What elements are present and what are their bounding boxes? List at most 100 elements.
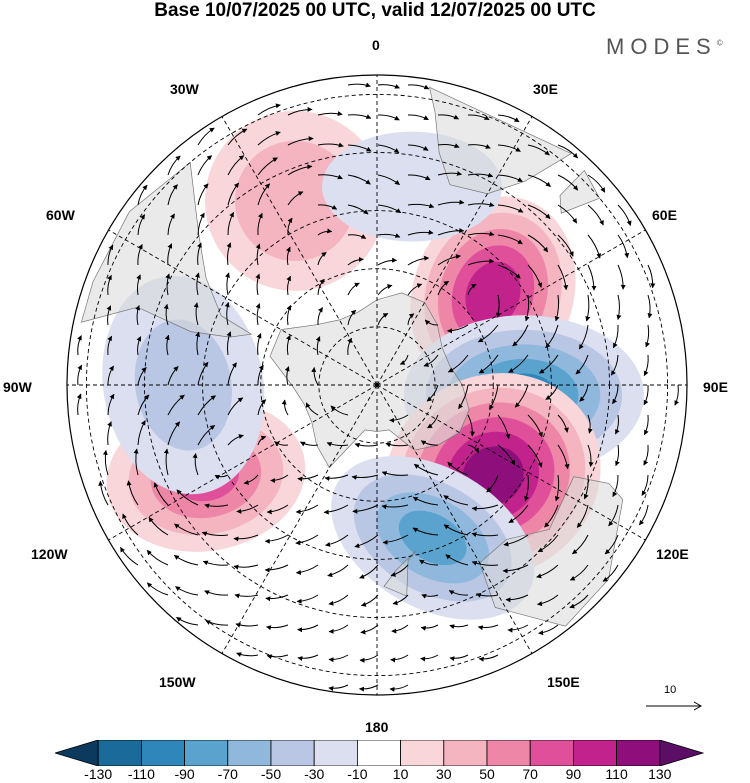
page-title: Base 10/07/2025 00 UTC, valid 12/07/2025… xyxy=(154,0,596,21)
wind-vector xyxy=(227,155,245,176)
wind-vector xyxy=(407,174,431,181)
wind-vector xyxy=(447,324,469,334)
wind-vector xyxy=(537,594,559,607)
wind-vector xyxy=(536,564,559,579)
latitude-circle xyxy=(202,210,552,560)
wind-vector xyxy=(360,624,379,635)
colorbar-tick-label: 50 xyxy=(479,766,495,782)
wind-vector xyxy=(426,384,439,402)
wind-vector xyxy=(266,654,289,660)
wind-vector xyxy=(557,234,574,257)
wind-vector xyxy=(167,421,181,446)
wind-vector xyxy=(359,564,379,579)
wind-vector xyxy=(497,234,523,245)
wind-vector xyxy=(407,229,434,236)
wind-vector xyxy=(227,397,244,416)
wind-vector xyxy=(437,170,462,176)
wind-vector xyxy=(136,274,141,296)
wind-vector xyxy=(571,534,589,555)
colorbar-tick-label: -130 xyxy=(84,766,113,782)
polar-map xyxy=(66,74,688,696)
wind-vector xyxy=(173,554,199,566)
colorbar-tick-label: -70 xyxy=(217,766,238,782)
wind-vector xyxy=(257,364,264,386)
colorbar-tick-label: 70 xyxy=(522,766,538,782)
map-border xyxy=(66,74,688,696)
wind-vector xyxy=(467,258,495,266)
wind-vector xyxy=(477,624,499,631)
wind-vector xyxy=(359,684,379,692)
wind-vector xyxy=(587,264,597,291)
wind-vector xyxy=(236,652,259,658)
wind-vector xyxy=(295,564,319,575)
wind-vector xyxy=(287,191,304,206)
wind-vector xyxy=(77,335,82,356)
wind-vector xyxy=(647,264,656,289)
wind-vector xyxy=(176,489,199,506)
wind-vector xyxy=(524,294,530,322)
colorbar-tick-label: 130 xyxy=(648,766,672,782)
wind-vector xyxy=(197,183,209,206)
wind-vector xyxy=(126,480,139,506)
wind-vector xyxy=(610,354,619,376)
wind-vector xyxy=(538,624,559,636)
wind-vector xyxy=(587,204,604,226)
wind-vector xyxy=(347,114,372,119)
wind-vector xyxy=(420,624,439,631)
wind-vector xyxy=(347,82,371,88)
wind-vector xyxy=(407,313,415,326)
wind-vector xyxy=(137,420,146,446)
wind-vector xyxy=(377,144,400,154)
wind-vector xyxy=(427,414,439,429)
wind-vector xyxy=(107,244,114,266)
wind-vector xyxy=(497,264,521,279)
wind-vector xyxy=(527,144,550,156)
wind-vector xyxy=(505,594,529,603)
wind-vector xyxy=(352,504,379,514)
meridian-line xyxy=(376,116,533,386)
wind-vector xyxy=(328,654,349,663)
wind-vector xyxy=(643,444,649,466)
wind-vector xyxy=(347,174,371,185)
colorbar-swatch xyxy=(616,740,661,766)
wind-vector xyxy=(193,302,199,326)
wind-vector xyxy=(643,384,649,406)
colorbar-tick-label: -10 xyxy=(347,766,368,782)
wind-vector xyxy=(311,367,319,386)
wind-vector xyxy=(377,284,393,296)
brand-name: MODES xyxy=(606,34,717,59)
wind-vector xyxy=(227,434,244,446)
wind-vector xyxy=(255,303,261,326)
meridian-line xyxy=(376,384,533,654)
wind-vector xyxy=(286,275,291,296)
wind-vector xyxy=(315,336,321,356)
wind-vector xyxy=(557,444,570,470)
wind-vector xyxy=(674,384,680,406)
wind-vector xyxy=(615,414,620,435)
wind-vector xyxy=(235,622,259,628)
wind-vector xyxy=(270,474,289,484)
wind-vector xyxy=(576,504,589,528)
colorbar-swatch xyxy=(227,740,272,766)
colorbar-swatch xyxy=(659,740,705,766)
wind-vector xyxy=(512,324,529,347)
wind-vector xyxy=(381,471,409,476)
graticule xyxy=(67,75,687,695)
wind-vector xyxy=(204,503,229,509)
wind-vector xyxy=(266,624,289,631)
wind-vector xyxy=(120,546,139,566)
anomaly-contour xyxy=(235,140,355,261)
wind-vector xyxy=(467,283,477,296)
colorbar-swatch xyxy=(55,740,99,766)
wind-vector xyxy=(194,272,200,296)
wind-vector xyxy=(437,280,450,296)
wind-vector xyxy=(467,172,494,178)
colorbar-swatch xyxy=(184,740,229,766)
wind-vector xyxy=(328,594,349,606)
colorbar-tick-label: 110 xyxy=(605,766,628,782)
wind-vector xyxy=(197,212,205,236)
wind-vector xyxy=(107,274,112,296)
wind-vector xyxy=(497,414,511,440)
wind-vector xyxy=(359,654,379,663)
wind-vector xyxy=(323,504,349,515)
